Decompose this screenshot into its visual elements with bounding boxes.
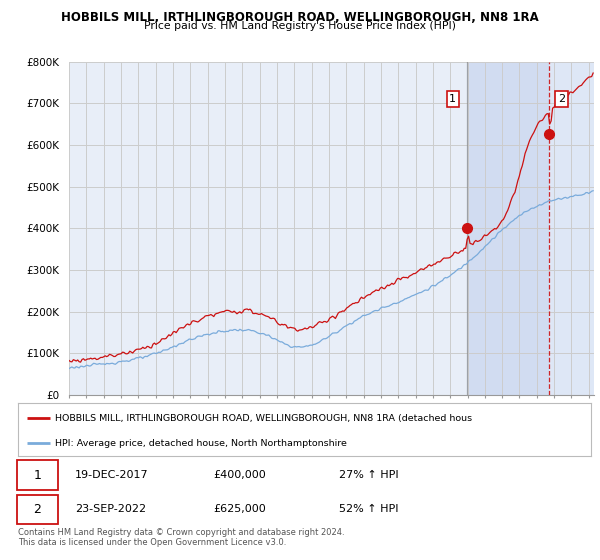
Text: 1: 1 (34, 469, 41, 482)
Text: Price paid vs. HM Land Registry's House Price Index (HPI): Price paid vs. HM Land Registry's House … (144, 21, 456, 31)
FancyBboxPatch shape (17, 494, 58, 524)
Text: 23-SEP-2022: 23-SEP-2022 (76, 505, 146, 515)
Text: 2: 2 (558, 94, 565, 104)
Text: 19-DEC-2017: 19-DEC-2017 (76, 470, 149, 480)
Text: 52% ↑ HPI: 52% ↑ HPI (339, 505, 398, 515)
Text: 27% ↑ HPI: 27% ↑ HPI (339, 470, 398, 480)
Text: HOBBILS MILL, IRTHLINGBOROUGH ROAD, WELLINGBOROUGH, NN8 1RA (detached hous: HOBBILS MILL, IRTHLINGBOROUGH ROAD, WELL… (55, 414, 472, 423)
Text: £625,000: £625,000 (213, 505, 266, 515)
Text: £400,000: £400,000 (213, 470, 266, 480)
Text: HPI: Average price, detached house, North Northamptonshire: HPI: Average price, detached house, Nort… (55, 438, 347, 447)
FancyBboxPatch shape (17, 460, 58, 490)
Text: HOBBILS MILL, IRTHLINGBOROUGH ROAD, WELLINGBOROUGH, NN8 1RA: HOBBILS MILL, IRTHLINGBOROUGH ROAD, WELL… (61, 11, 539, 24)
Text: Contains HM Land Registry data © Crown copyright and database right 2024.
This d: Contains HM Land Registry data © Crown c… (18, 528, 344, 547)
Bar (549, 62, 594, 395)
Bar (467, 62, 549, 395)
Text: 2: 2 (34, 503, 41, 516)
Text: 1: 1 (449, 94, 456, 104)
